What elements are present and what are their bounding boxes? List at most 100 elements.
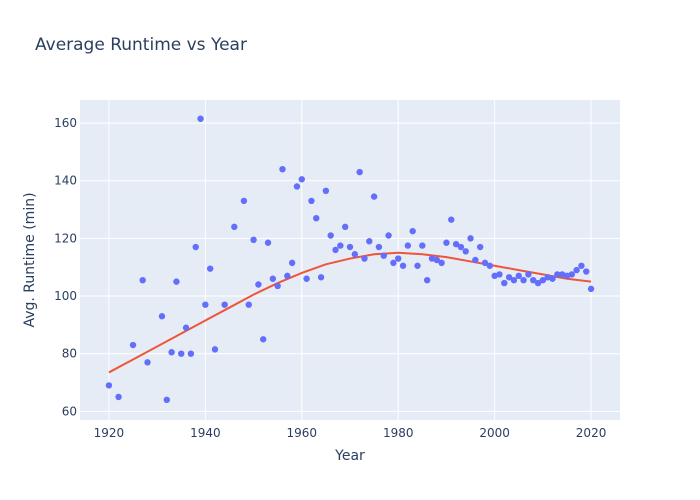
data-point — [182, 324, 190, 331]
data-point — [558, 271, 566, 278]
tick-labels: 1920 1940 1960 1980 2000 2020 60 80 100 120 140 160 — [54, 116, 606, 440]
data-point — [525, 271, 532, 278]
data-point — [115, 393, 122, 401]
y-tick-label: 140 — [54, 174, 77, 188]
data-point — [486, 262, 494, 269]
data-point — [419, 242, 426, 249]
data-point — [332, 246, 339, 254]
scatter-points — [105, 115, 595, 404]
data-point — [293, 183, 301, 190]
data-point — [438, 259, 445, 267]
data-point — [467, 235, 474, 242]
trend-line-layer — [108, 251, 592, 374]
data-point — [139, 276, 146, 284]
data-point — [395, 255, 402, 262]
data-point — [375, 243, 383, 251]
x-tick-label: 1960 — [287, 426, 318, 440]
data-point — [448, 216, 455, 223]
data-point — [583, 268, 590, 275]
data-point — [554, 271, 561, 278]
data-point — [105, 382, 113, 389]
data-point — [337, 242, 344, 249]
data-point — [279, 165, 286, 173]
data-point — [568, 271, 575, 278]
data-point — [173, 278, 180, 285]
data-point — [192, 243, 199, 251]
plot-area — [80, 100, 620, 420]
data-point — [433, 256, 440, 264]
data-point — [481, 259, 489, 267]
data-point — [544, 274, 551, 281]
data-point — [250, 236, 257, 244]
data-point — [515, 272, 522, 280]
data-point — [351, 251, 359, 258]
data-point — [178, 350, 185, 357]
y-tick-label: 120 — [54, 231, 77, 245]
data-point — [341, 223, 349, 231]
data-point — [476, 243, 484, 251]
data-point — [202, 301, 209, 308]
data-point — [390, 259, 397, 267]
data-point — [472, 256, 479, 264]
data-point — [221, 301, 228, 308]
data-point — [496, 271, 503, 278]
data-point — [520, 276, 527, 284]
data-point — [578, 262, 585, 269]
data-point — [423, 276, 431, 284]
x-tick-label: 1920 — [94, 426, 125, 440]
data-point — [505, 274, 513, 281]
data-point — [269, 275, 277, 282]
data-point — [380, 252, 387, 259]
data-point — [443, 239, 450, 246]
data-point — [409, 227, 416, 235]
data-point — [491, 272, 498, 280]
data-point — [255, 281, 262, 288]
data-point — [385, 232, 392, 239]
data-point — [163, 396, 170, 404]
data-point — [206, 265, 214, 272]
data-point — [245, 301, 252, 308]
data-point — [501, 279, 508, 287]
data-point — [322, 187, 330, 195]
data-point — [399, 262, 407, 269]
data-point — [549, 275, 556, 282]
data-point — [260, 336, 267, 343]
data-point — [366, 238, 373, 245]
data-point — [414, 262, 421, 269]
data-point — [404, 242, 412, 249]
data-point — [361, 255, 368, 262]
chart-title: Average Runtime vs Year — [35, 35, 247, 55]
data-point — [452, 240, 460, 248]
data-point — [288, 259, 296, 267]
y-tick-label: 80 — [62, 347, 77, 361]
x-tick-label: 1940 — [190, 426, 221, 440]
data-point — [313, 214, 320, 222]
data-point — [356, 168, 363, 176]
data-point — [144, 359, 151, 366]
data-point — [587, 285, 595, 293]
data-point — [231, 223, 238, 231]
data-point — [346, 243, 354, 251]
x-tick-label: 2020 — [576, 426, 607, 440]
data-point — [129, 341, 137, 349]
data-point — [428, 255, 436, 262]
grid — [80, 100, 620, 420]
data-point — [187, 350, 195, 357]
data-point — [158, 313, 166, 320]
data-point — [240, 197, 248, 205]
y-tick-label: 160 — [54, 116, 77, 130]
data-point — [510, 276, 518, 284]
data-point — [370, 193, 378, 200]
data-point — [534, 279, 542, 287]
data-point — [539, 276, 547, 284]
data-point — [462, 248, 469, 255]
x-axis-title: Year — [334, 448, 365, 464]
data-point — [264, 239, 272, 246]
data-point — [303, 275, 310, 282]
data-point — [457, 243, 465, 251]
data-point — [274, 282, 281, 290]
data-point — [298, 176, 305, 183]
data-point — [317, 274, 325, 281]
data-point — [327, 232, 334, 239]
